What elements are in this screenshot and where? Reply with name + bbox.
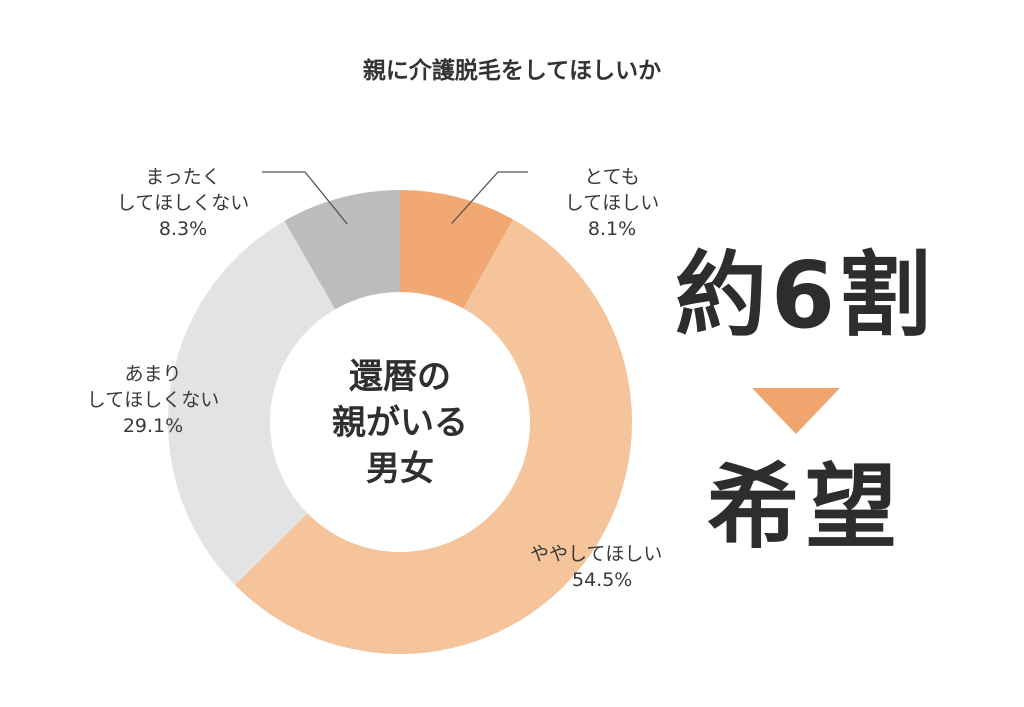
slice-category-label: まったく <box>145 166 220 188</box>
donut-slices <box>168 190 633 654</box>
leader-line-4 <box>262 171 348 225</box>
down-arrow-icon <box>752 388 840 434</box>
slice-label-2: ややしてほしい 54.5% <box>530 543 662 591</box>
callout-result: 希望 <box>706 454 903 561</box>
center-label: 還暦の親がいる男女 <box>332 357 468 489</box>
slice-category-label: してほしくない <box>87 389 219 411</box>
slice-label-4: まったくしてほしくない 8.3% <box>117 166 249 240</box>
slice-value-label: 54.5% <box>572 569 632 591</box>
donut-slice-4 <box>284 190 400 310</box>
slice-category-label: あまり <box>124 363 181 385</box>
slice-labels: とてもしてほしい 8.1%ややしてほしい 54.5%あまりしてほしくない 29.1%ま… <box>87 166 663 591</box>
callout-headline: 約6割 <box>674 242 935 349</box>
leader-lines <box>262 171 528 225</box>
center-label-line: 還暦の <box>349 357 451 397</box>
leader-line-1 <box>451 171 528 225</box>
slice-label-1: とてもしてほしい 8.1% <box>565 166 659 240</box>
center-label-line: 男女 <box>366 449 434 489</box>
slice-category-label: とても <box>584 166 639 188</box>
center-label-text: 還暦の親がいる男女 <box>332 357 468 489</box>
donut-slice-2 <box>234 219 633 654</box>
slice-category-label: してほしい <box>565 192 659 214</box>
slice-value-label: 8.1% <box>588 218 636 240</box>
donut-slice-1 <box>400 190 514 309</box>
chart-title: 親に介護脱毛をしてほしいか <box>363 57 661 84</box>
slice-category-label: してほしくない <box>117 192 249 214</box>
slice-value-label: 29.1% <box>123 415 183 437</box>
slice-category-label: ややしてほしい <box>530 543 662 565</box>
donut-slice-3 <box>168 220 336 586</box>
slice-label-3: あまりしてほしくない 29.1% <box>87 363 219 437</box>
slice-value-label: 8.3% <box>159 218 207 240</box>
center-label-line: 親がいる <box>332 403 468 443</box>
